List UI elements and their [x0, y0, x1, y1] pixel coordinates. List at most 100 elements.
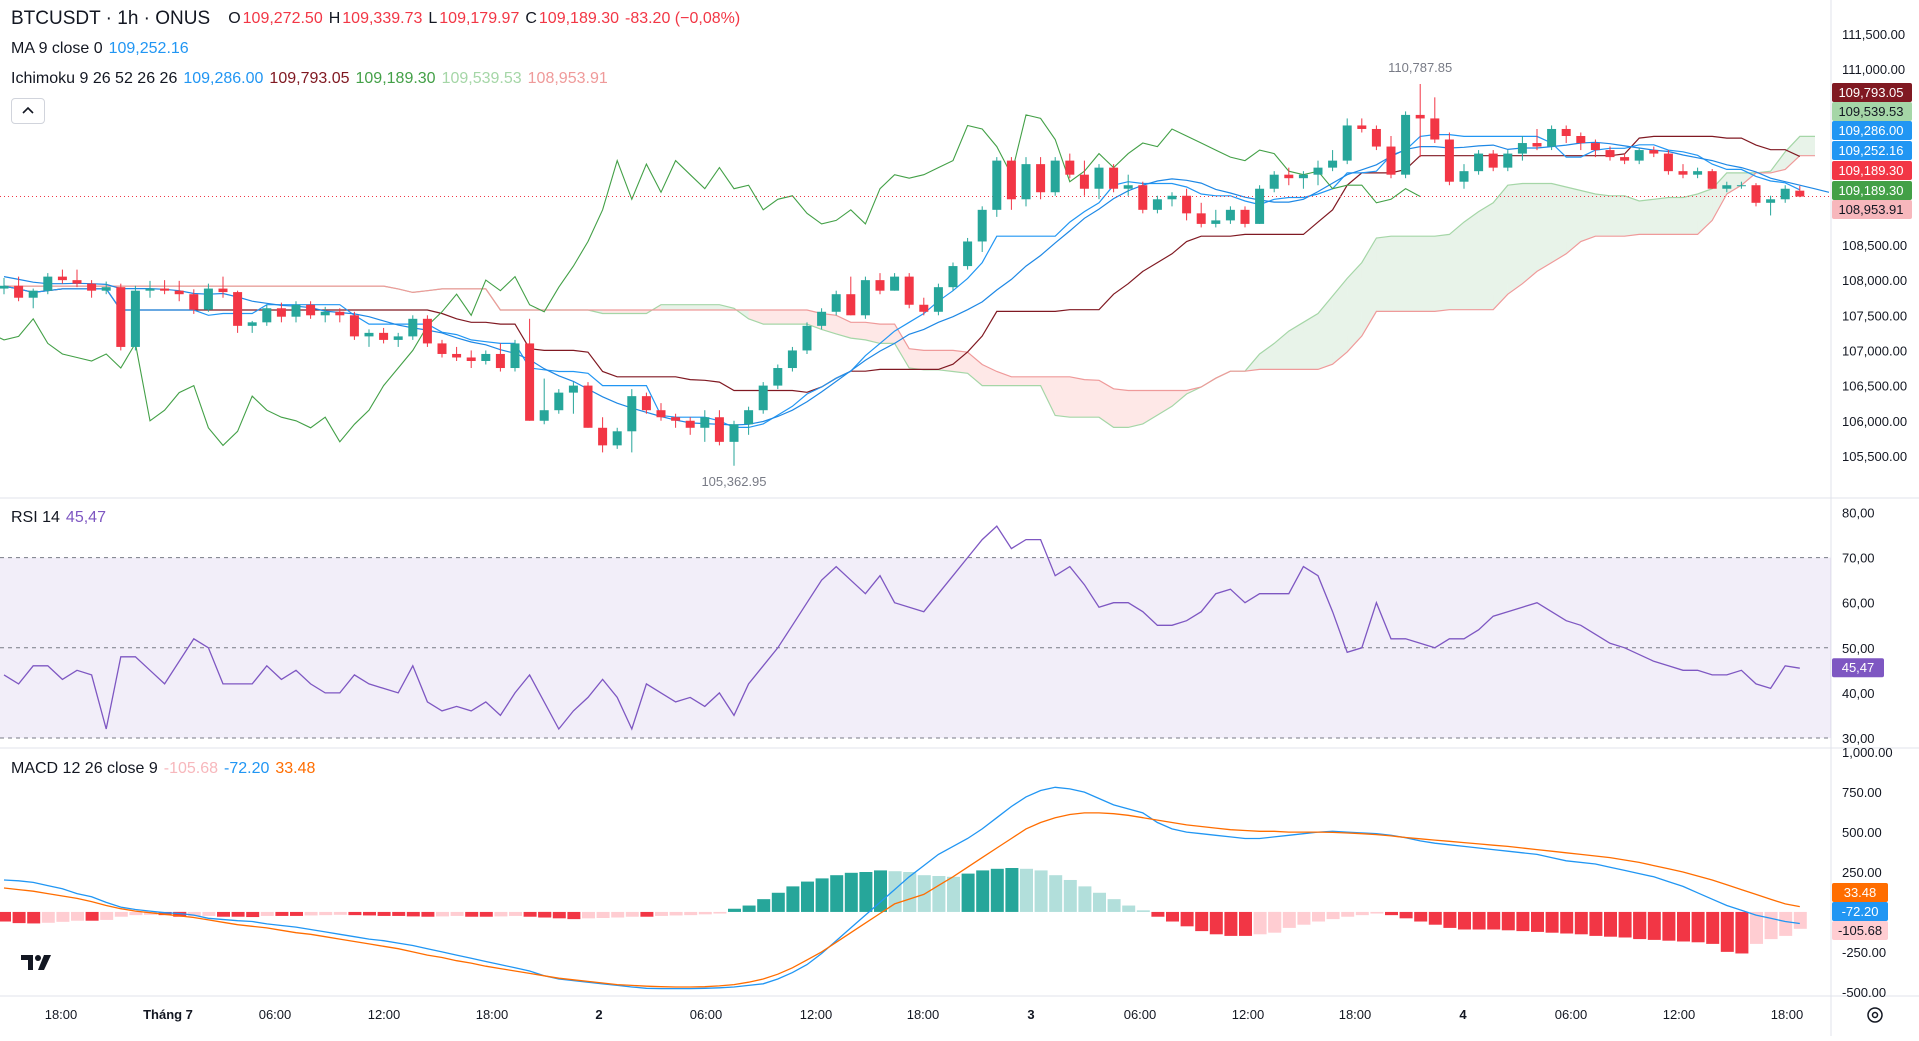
macd-histogram-bar	[786, 886, 800, 912]
macd-histogram-bar	[1224, 911, 1238, 936]
time-axis-label: 18:00	[1771, 1007, 1804, 1022]
ichimoku-legend[interactable]: Ichimoku 9 26 52 26 26 109,286.00 109,79…	[11, 70, 608, 88]
candle-body	[627, 396, 637, 432]
time-axis-label: 2	[595, 1007, 602, 1022]
candle-body	[729, 424, 739, 442]
symbol-title[interactable]: BTCUSDT · 1h · ONUS	[11, 8, 211, 29]
macd-histogram-bar	[859, 872, 873, 912]
macd-histogram-bar	[217, 911, 230, 917]
candle-body	[1649, 150, 1659, 154]
macd-line	[3, 786, 1800, 990]
macd-histogram-bar	[1136, 910, 1150, 912]
candle-body	[1663, 153, 1673, 172]
candle-body	[408, 318, 418, 337]
candle-body	[437, 343, 447, 354]
rsi-line	[3, 525, 1800, 731]
candle-body	[1182, 195, 1192, 214]
macd-histogram-bar	[202, 911, 216, 916]
candle-body	[700, 417, 710, 428]
cloud-segment	[1799, 136, 1815, 156]
candle-body	[598, 427, 608, 446]
macd-histogram-bar	[961, 873, 975, 912]
macd-histogram-bar	[1560, 911, 1574, 934]
macd-histogram-bar	[567, 911, 581, 920]
cloud-segment	[850, 322, 866, 340]
cloud-segment	[1099, 380, 1114, 428]
candle-body	[656, 410, 666, 418]
macd-histogram-bar	[494, 911, 508, 917]
macd-histogram-bar	[1531, 911, 1544, 932]
macd-histogram-bar	[1516, 911, 1530, 932]
macd-histogram-bar	[888, 871, 902, 912]
macd-histogram-bar	[100, 911, 114, 920]
candle-body	[787, 350, 797, 369]
macd-histogram-bar	[1487, 911, 1501, 930]
macd-histogram-bar	[771, 892, 785, 912]
candle-body	[1620, 157, 1630, 161]
candle-body	[904, 276, 914, 305]
candle-body	[57, 276, 67, 281]
rsi-axis-label: 30,00	[1842, 731, 1875, 746]
candle-body	[306, 304, 316, 316]
high-value: 109,339.73	[342, 10, 423, 27]
cloud-segment	[792, 310, 807, 325]
price-tag-bg	[1832, 141, 1912, 160]
candle-body	[1430, 118, 1440, 140]
ma-legend[interactable]: MA 9 close 0 109,252.16	[11, 40, 189, 58]
rsi-legend[interactable]: RSI 14 45,47	[11, 509, 106, 527]
collapse-legend-button[interactable]	[11, 98, 45, 124]
price-tag-bg	[1832, 200, 1912, 219]
macd-signal-value: 33.48	[275, 760, 316, 777]
price-axis-label: 106,500.00	[1842, 379, 1907, 394]
price-axis-label: 107,500.00	[1842, 308, 1907, 323]
candle-body	[685, 420, 695, 428]
cloud-segment	[1288, 322, 1304, 370]
tradingview-logo-icon[interactable]	[16, 946, 60, 976]
time-axis-label: 4	[1459, 1007, 1467, 1022]
candle-body	[291, 304, 301, 317]
candle-body	[1693, 171, 1703, 175]
candle-body	[101, 287, 111, 291]
macd-histogram-bar	[903, 873, 917, 912]
ichimoku-span-b-value: 108,953.91	[527, 70, 608, 87]
candle-body	[1298, 174, 1308, 179]
cloud-segment	[661, 304, 676, 311]
main-legend: BTCUSDT · 1h · ONUS O 109,272.50 H 109,3…	[11, 8, 740, 30]
candle-body	[1532, 143, 1542, 147]
candle-body	[1109, 167, 1119, 189]
macd-histogram-bar	[187, 911, 201, 917]
cloud-segment	[1522, 183, 1537, 284]
lagging-span-line	[0, 114, 1421, 447]
cloud-segment	[1507, 183, 1523, 295]
candles: 110,787.85 105,362.95	[0, 60, 1805, 489]
candle-body	[14, 285, 24, 298]
candle-body	[160, 288, 170, 291]
ma-label: MA 9 close 0	[11, 40, 103, 57]
candle-body	[1269, 174, 1279, 189]
macd-histogram-bar	[465, 911, 479, 917]
macd-histogram-bar	[1764, 911, 1778, 940]
price-tag-label: 109,793.05	[1838, 85, 1903, 100]
macd-histogram-bar	[1355, 911, 1369, 916]
cloud-segment	[982, 364, 997, 386]
time-axis-label: 06:00	[1124, 1007, 1157, 1022]
price-tag-label: 108,953.91	[1838, 202, 1903, 217]
ichimoku-conversion-value: 109,286.00	[183, 70, 264, 87]
macd-tag-bg	[1832, 921, 1888, 940]
cloud-segment	[1683, 194, 1698, 235]
low-annotation: 105,362.95	[701, 474, 766, 489]
price-axis: 111,500.00 111,000.00 108,500.00 108,000.00…	[1842, 27, 1907, 1000]
price-axis-label: 107,000.00	[1842, 343, 1907, 358]
settings-gear-icon[interactable]	[1864, 1004, 1886, 1026]
candle-body	[1328, 160, 1338, 168]
candle-body	[890, 276, 900, 291]
cloud-segment	[602, 310, 618, 314]
open-value: 109,272.50	[242, 10, 323, 27]
macd-histogram-bar	[363, 911, 376, 916]
cloud-segment	[1157, 390, 1172, 416]
candle-body	[1342, 125, 1352, 161]
macd-legend[interactable]: MACD 12 26 close 9 -105.68 -72.20 33.48	[11, 760, 315, 778]
